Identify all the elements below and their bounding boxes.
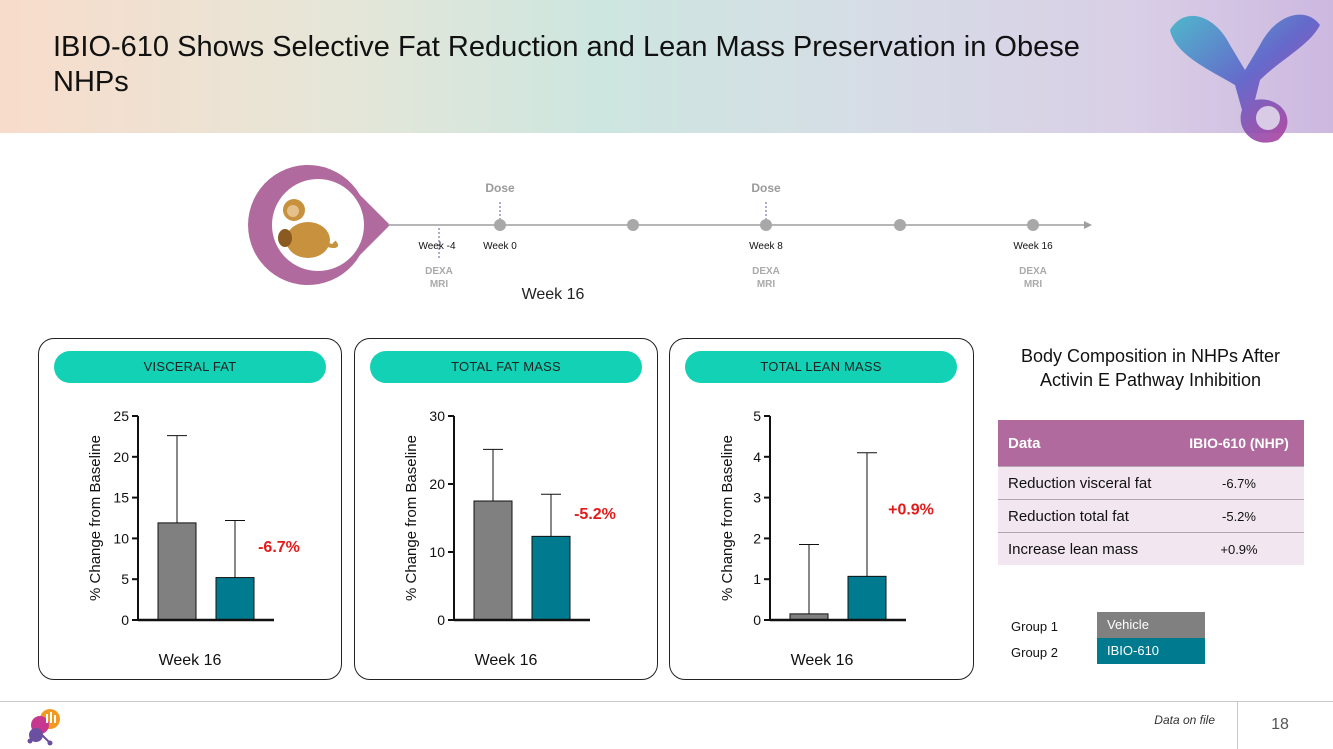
y-tick-label: 5: [753, 408, 761, 424]
chart-visceral-fat: % Change from Baseline 0 5 10 15 20 25 -6.7% Wee…: [87, 408, 300, 669]
table-header-row: Data IBIO-610 (NHP): [998, 420, 1304, 467]
footnote: Data on file: [1154, 713, 1215, 727]
company-logo-icon: [27, 709, 60, 746]
timeline-dot: [760, 219, 772, 231]
change-annotation: -5.2%: [574, 506, 616, 523]
scan-label: MRI: [430, 279, 449, 290]
table-row: Increase lean mass +0.9%: [998, 532, 1304, 565]
bar-ibio-610: [531, 535, 571, 621]
x-axis-label: Week 16: [475, 652, 538, 669]
week-label: Week 8: [749, 241, 783, 252]
chart-total-lean-mass: % Change from Baseline 0 1 2 3 4 5 +0.9% Week 16: [719, 408, 934, 669]
y-tick-label: 5: [121, 571, 129, 587]
scan-label: MRI: [1024, 279, 1043, 290]
scan-label: MRI: [757, 279, 776, 290]
timeline-caption: Week 16: [522, 286, 585, 303]
panel-title-pill: TOTAL FAT MASS: [370, 351, 642, 383]
scan-label: DEXA: [1019, 266, 1047, 277]
timeline-dot: [894, 219, 906, 231]
change-annotation: -6.7%: [258, 539, 300, 556]
footer-separator: [1237, 702, 1238, 749]
page-number: 18: [1271, 716, 1289, 733]
change-annotation: +0.9%: [888, 501, 934, 518]
table-cell: Reduction total fat: [998, 499, 1174, 533]
table-header-cell: Data: [998, 420, 1174, 467]
panel-total-lean-mass: TOTAL LEAN MASS: [669, 338, 974, 680]
y-tick-label: 2: [753, 530, 761, 546]
table-cell: Increase lean mass: [998, 532, 1174, 565]
y-tick-label: 20: [113, 449, 129, 465]
panel-visceral-fat: VISCERAL FAT: [38, 338, 342, 680]
y-axis-label: % Change from Baseline: [87, 435, 104, 601]
week-label: Week 0: [483, 241, 517, 252]
week-label: Week 16: [1013, 241, 1053, 252]
bar-ibio-610: [215, 577, 255, 621]
y-tick-label: 20: [429, 476, 445, 492]
scan-label: DEXA: [752, 266, 780, 277]
y-tick-label: 10: [113, 530, 129, 546]
slide-title: IBIO-610 Shows Selective Fat Reduction a…: [53, 31, 1080, 98]
panel-title-pill: TOTAL LEAN MASS: [685, 351, 957, 383]
footer-divider: [0, 701, 1333, 702]
y-tick-label: 0: [121, 612, 129, 628]
dose-label: Dose: [485, 181, 515, 195]
table-header-cell: IBIO-610 (NHP): [1174, 420, 1304, 467]
timeline-dot: [494, 219, 506, 231]
panel-title-pill: VISCERAL FAT: [54, 351, 326, 383]
table-cell: -5.2%: [1174, 499, 1304, 533]
y-tick-label: 10: [429, 544, 445, 560]
monkey-icon: [278, 199, 338, 258]
y-tick-label: 25: [113, 408, 129, 424]
legend-swatch-vehicle: Vehicle: [1097, 612, 1205, 638]
timeline-dot: [1027, 219, 1039, 231]
scan-label: DEXA: [425, 266, 453, 277]
dose-label: Dose: [751, 181, 781, 195]
legend-swatch-ibio: IBIO-610: [1097, 638, 1205, 664]
x-axis-label: Week 16: [791, 652, 854, 669]
study-timeline: Dose Dose Week -4 Week 0 Week 8 Week 16 …: [248, 165, 1092, 303]
y-tick-label: 15: [113, 490, 129, 506]
bar-vehicle: [157, 522, 197, 621]
y-tick-label: 3: [753, 490, 761, 506]
table-row: Reduction total fat -5.2%: [998, 499, 1304, 533]
table-row: Reduction visceral fat -6.7%: [998, 466, 1304, 500]
y-tick-label: 0: [753, 612, 761, 628]
table-cell: -6.7%: [1174, 466, 1304, 500]
y-axis-label: % Change from Baseline: [719, 435, 736, 601]
y-tick-label: 4: [753, 449, 761, 465]
table-cell: Reduction visceral fat: [998, 466, 1174, 500]
y-tick-label: 0: [437, 612, 445, 628]
legend-group: Group 2: [1011, 645, 1058, 660]
antibody-molecule-icon: [1170, 14, 1320, 143]
side-title: Body Composition in NHPs After Activin E…: [1020, 346, 1281, 390]
y-axis-label: % Change from Baseline: [403, 435, 420, 601]
y-tick-label: 1: [753, 571, 761, 587]
composition-table: Data IBIO-610 (NHP) Reduction visceral f…: [998, 420, 1304, 565]
header-banner: [0, 0, 1333, 133]
table-cell: +0.9%: [1174, 532, 1304, 565]
y-tick-label: 30: [429, 408, 445, 424]
x-axis-label: Week 16: [159, 652, 222, 669]
legend-group: Group 1: [1011, 619, 1058, 634]
timeline-dot: [627, 219, 639, 231]
chart-total-fat-mass: % Change from Baseline 0 10 20 30 -5.2% Week 1…: [403, 408, 616, 669]
bar-vehicle: [473, 500, 513, 621]
subject-marker: [248, 165, 390, 285]
bar-ibio-610: [847, 575, 887, 621]
week-label: Week -4: [418, 241, 455, 252]
